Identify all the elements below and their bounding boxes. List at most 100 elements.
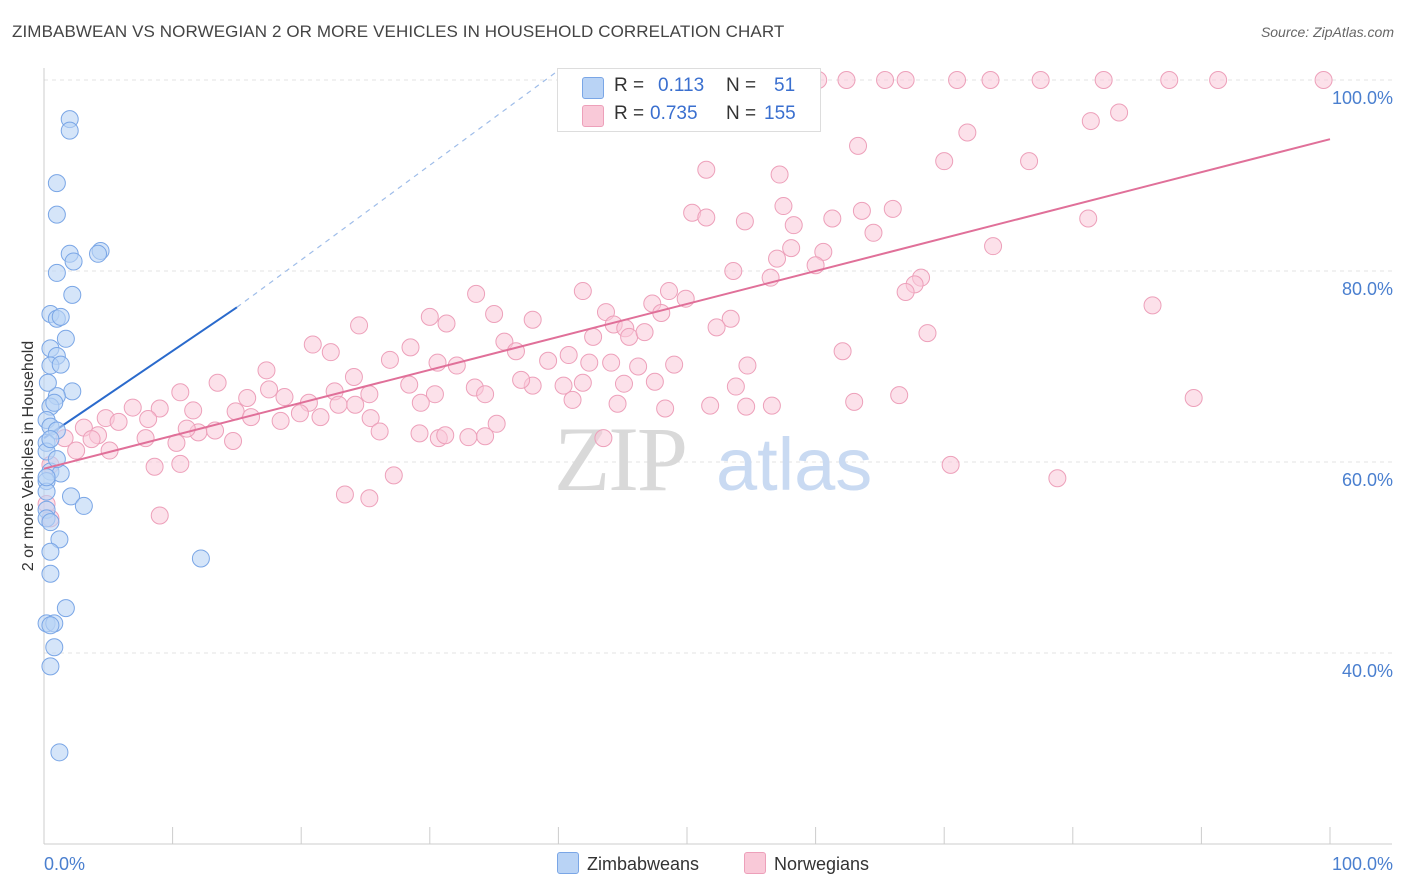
zimbabweans-trend-line — [43, 306, 238, 439]
norwegians-point — [350, 316, 369, 335]
watermark-atlas: atlas — [716, 423, 872, 506]
norwegians-point — [437, 314, 456, 333]
norwegians-point — [645, 372, 664, 391]
norwegians-point — [420, 307, 439, 326]
norwegians-point — [1314, 71, 1333, 89]
norwegians-point — [171, 454, 190, 473]
zimbabweans-legend-swatch — [557, 852, 579, 874]
x-tick-label-min: 0.0% — [44, 854, 85, 874]
norwegians-point — [476, 427, 495, 446]
norwegians-point — [1094, 71, 1113, 89]
zimbabweans-point — [62, 487, 81, 506]
norwegians-point — [401, 338, 420, 357]
norwegians-point — [380, 350, 399, 369]
norwegians-point — [476, 385, 495, 404]
norwegians-point — [876, 71, 895, 89]
zimbabweans-point — [50, 530, 69, 549]
norwegians-point — [257, 361, 276, 380]
norwegians-point — [467, 284, 486, 303]
source-label: Source: ZipAtlas.com — [1260, 24, 1394, 40]
zimbabweans-point — [50, 743, 69, 762]
norwegians-point — [620, 327, 639, 346]
norwegians-point — [360, 489, 379, 508]
zim-r-value: 0.113 — [658, 75, 705, 96]
norwegians-point — [1079, 209, 1098, 228]
norwegians-point — [67, 441, 86, 460]
norwegians-legend-swatch — [744, 852, 766, 874]
y-tick-label: 80.0% — [1342, 279, 1393, 299]
zimbabweans-point — [45, 638, 64, 657]
norwegians-point — [918, 324, 937, 343]
norwegians-point — [573, 373, 592, 392]
norwegians-point — [425, 385, 444, 404]
nor-r-value: 0.735 — [650, 103, 698, 124]
norwegians-point — [410, 424, 429, 443]
norwegians-point — [665, 355, 684, 374]
norwegians-point — [896, 283, 915, 302]
norwegians-point — [346, 395, 365, 414]
zimbabweans-swatch — [582, 77, 604, 99]
norwegians-legend-label: Norwegians — [774, 854, 870, 874]
norwegians-point — [123, 398, 142, 417]
norwegians-point — [1143, 296, 1162, 315]
nor-n-label: N = — [726, 103, 757, 124]
norwegians-point — [559, 346, 578, 365]
norwegians-point — [1160, 71, 1179, 89]
norwegians-point — [981, 71, 1000, 89]
zimbabweans-point — [47, 174, 66, 193]
zimbabweans-point — [47, 205, 66, 224]
norwegians-point — [608, 394, 627, 413]
norwegians-point — [737, 397, 756, 416]
norwegians-point — [260, 380, 279, 399]
norwegians-point — [784, 216, 803, 235]
norwegians-point — [459, 428, 478, 447]
norwegians-point — [782, 239, 801, 258]
zimbabweans-point — [56, 599, 75, 618]
norwegians-point — [1081, 112, 1100, 131]
norwegians-point — [735, 212, 754, 231]
zimbabweans-points — [37, 110, 210, 762]
norwegians-point — [563, 390, 582, 409]
bottom-legend-zimbabweans[interactable]: Zimbabweans — [557, 852, 699, 875]
norwegians-point — [594, 429, 613, 448]
zimbabweans-point — [74, 496, 93, 515]
norwegians-point — [1209, 71, 1228, 89]
watermark: ZIP atlas — [554, 408, 872, 510]
norwegians-point — [864, 223, 883, 242]
norwegians-point — [1110, 103, 1129, 122]
y-tick-label: 40.0% — [1342, 661, 1393, 681]
watermark-zip: ZIP — [554, 408, 686, 510]
norwegians-swatch — [582, 105, 604, 127]
norwegians-point — [659, 282, 678, 301]
norwegians-point — [485, 304, 504, 323]
norwegians-point — [1184, 389, 1203, 408]
zimbabweans-point — [56, 329, 75, 348]
norwegians-point — [580, 353, 599, 372]
zimbabweans-point — [41, 616, 60, 635]
zimbabweans-point — [51, 307, 70, 326]
bottom-legend-norwegians[interactable]: Norwegians — [744, 852, 869, 875]
norwegians-point — [290, 404, 309, 423]
y-axis-label: 2 or more Vehicles in Household — [20, 341, 37, 571]
zimbabweans-legend-label: Zimbabweans — [587, 854, 700, 874]
norwegians-point — [629, 357, 648, 376]
y-tick-label: 100.0% — [1332, 88, 1393, 108]
norwegians-point — [335, 485, 354, 504]
norwegians-point — [770, 165, 789, 184]
zimbabweans-point — [47, 263, 66, 282]
norwegians-point — [361, 409, 380, 428]
norwegians-point — [837, 71, 856, 89]
norwegians-point — [271, 411, 290, 430]
norwegians-point — [602, 353, 621, 372]
zimbabweans-point — [38, 373, 57, 392]
norwegians-point — [738, 356, 757, 375]
norwegians-point — [845, 392, 864, 411]
zimbabweans-point — [51, 355, 70, 374]
norwegians-point — [512, 370, 531, 389]
zim-r-label: R = — [614, 75, 645, 96]
norwegians-point — [554, 376, 573, 395]
nor-r-label: R = — [614, 103, 645, 124]
norwegians-point — [823, 209, 842, 228]
norwegians-point — [539, 351, 558, 370]
